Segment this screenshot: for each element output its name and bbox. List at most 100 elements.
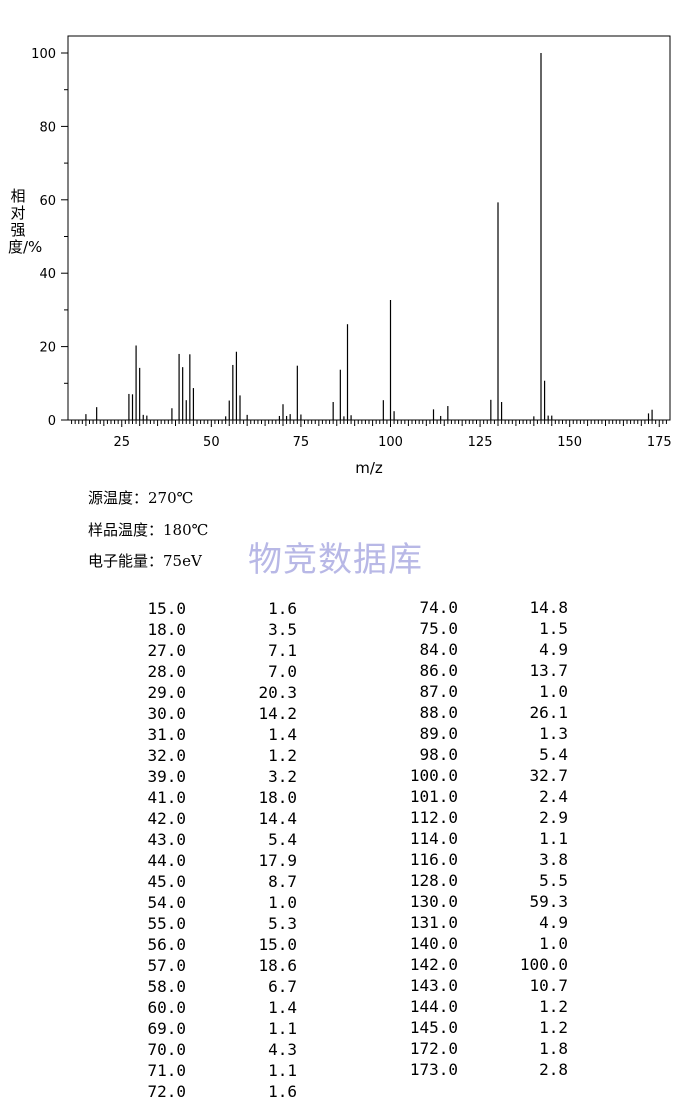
x-axis-label: m/z [355,459,383,477]
intensity-value: 1.0 [268,893,297,912]
mz-value: 27.0 [147,641,186,660]
intensity-value: 59.3 [529,892,568,911]
peak-table-left-mz: 15.0 18.0 27.0 28.0 29.0 30.0 31.0 32.0 39.0 41.0… [120,598,186,1102]
intensity-value: 1.3 [539,724,568,743]
intensity-value: 1.1 [268,1019,297,1038]
intensity-value: 1.1 [539,829,568,848]
intensity-value: 14.4 [258,809,297,828]
mz-value: 15.0 [147,599,186,618]
electron-energy: 电子能量：75eV [88,552,202,570]
intensity-value: 5.4 [539,745,568,764]
source-temperature: 源温度：270℃ [88,489,194,507]
intensity-value: 14.8 [529,598,568,617]
mz-value: 30.0 [147,704,186,723]
intensity-value: 1.2 [539,997,568,1016]
mz-value: 98.0 [419,745,458,764]
mz-value: 41.0 [147,788,186,807]
mz-value: 173.0 [409,1060,458,1079]
y-tick-label: 100 [31,47,56,62]
intensity-value: 5.5 [539,871,568,890]
peak-table-right-mz: 74.0 75.0 84.0 86.0 87.0 88.0 89.0 98.0 100.0 101… [390,597,458,1080]
intensity-value: 18.6 [258,956,297,975]
x-tick-label: 150 [557,435,582,450]
peak-table-right-intensity: 14.8 1.5 4.9 13.7 1.0 26.1 1.3 5.4 32.7 2.4 2.9 1.1… [500,597,568,1080]
peak-table-left-intensity: 1.6 3.5 7.1 7.0 20.3 14.2 1.4 1.2 3.2 18.0 14.4 5.4… [236,598,297,1102]
mz-value: 60.0 [147,998,186,1017]
intensity-value: 7.0 [268,662,297,681]
y-tick-label: 0 [48,414,56,429]
x-tick-label: 50 [203,435,220,450]
intensity-value: 1.1 [268,1061,297,1080]
intensity-value: 4.3 [268,1040,297,1059]
y-axis-ticks: 0 20 40 60 80 100 [31,47,68,429]
intensity-value: 1.6 [268,1082,297,1101]
mz-value: 88.0 [419,703,458,722]
mz-value: 116.0 [409,850,458,869]
intensity-value: 13.7 [529,661,568,680]
intensity-value: 3.2 [268,767,297,786]
intensity-value: 1.8 [539,1039,568,1058]
intensity-value: 18.0 [258,788,297,807]
mz-value: 44.0 [147,851,186,870]
mz-value: 72.0 [147,1082,186,1101]
x-tick-label: 75 [293,435,310,450]
intensity-value: 5.3 [268,914,297,933]
intensity-value: 7.1 [268,641,297,660]
intensity-value: 5.4 [268,830,297,849]
mz-value: 43.0 [147,830,186,849]
mz-value: 70.0 [147,1040,186,1059]
mz-value: 28.0 [147,662,186,681]
mz-value: 143.0 [409,976,458,995]
intensity-value: 15.0 [258,935,297,954]
mz-value: 131.0 [409,913,458,932]
intensity-value: 8.7 [268,872,297,891]
mz-value: 114.0 [409,829,458,848]
intensity-value: 1.5 [539,619,568,638]
mz-value: 56.0 [147,935,186,954]
mass-spectrum-chart: 0 20 40 60 80 100 25 50 75 100 125 150 175 m/z [31,35,672,477]
intensity-value: 4.9 [539,640,568,659]
mz-value: 142.0 [409,955,458,974]
mz-value: 128.0 [409,871,458,890]
x-tick-label: 25 [113,435,130,450]
mz-value: 18.0 [147,620,186,639]
mz-value: 140.0 [409,934,458,953]
y-tick-label: 40 [39,267,56,282]
intensity-value: 2.8 [539,1060,568,1079]
intensity-value: 14.2 [258,704,297,723]
y-tick-label: 60 [39,194,56,209]
intensity-value: 1.4 [268,725,297,744]
mz-value: 74.0 [419,598,458,617]
intensity-value: 100.0 [519,955,568,974]
intensity-value: 4.9 [539,913,568,932]
mz-value: 172.0 [409,1039,458,1058]
mz-value: 144.0 [409,997,458,1016]
mz-value: 54.0 [147,893,186,912]
intensity-value: 1.6 [268,599,297,618]
y-axis-label: 相对强度/% [8,187,43,256]
mz-value: 71.0 [147,1061,186,1080]
mz-value: 55.0 [147,914,186,933]
intensity-value: 6.7 [268,977,297,996]
x-axis-ticks: 25 50 75 100 125 150 175 [71,420,672,450]
intensity-value: 3.5 [268,620,297,639]
spectrum-peaks [85,53,653,420]
x-tick-label: 100 [378,435,403,450]
mz-value: 100.0 [409,766,458,785]
intensity-value: 1.0 [539,934,568,953]
intensity-value: 3.8 [539,850,568,869]
mz-value: 112.0 [409,808,458,827]
plot-frame [67,35,671,421]
mz-value: 58.0 [147,977,186,996]
mz-value: 145.0 [409,1018,458,1037]
x-tick-label: 175 [647,435,672,450]
mz-value: 89.0 [419,724,458,743]
intensity-value: 1.0 [539,682,568,701]
mz-value: 39.0 [147,767,186,786]
intensity-value: 20.3 [258,683,297,702]
intensity-value: 10.7 [529,976,568,995]
mz-value: 75.0 [419,619,458,638]
mz-value: 69.0 [147,1019,186,1038]
intensity-value: 32.7 [529,766,568,785]
mz-value: 32.0 [147,746,186,765]
